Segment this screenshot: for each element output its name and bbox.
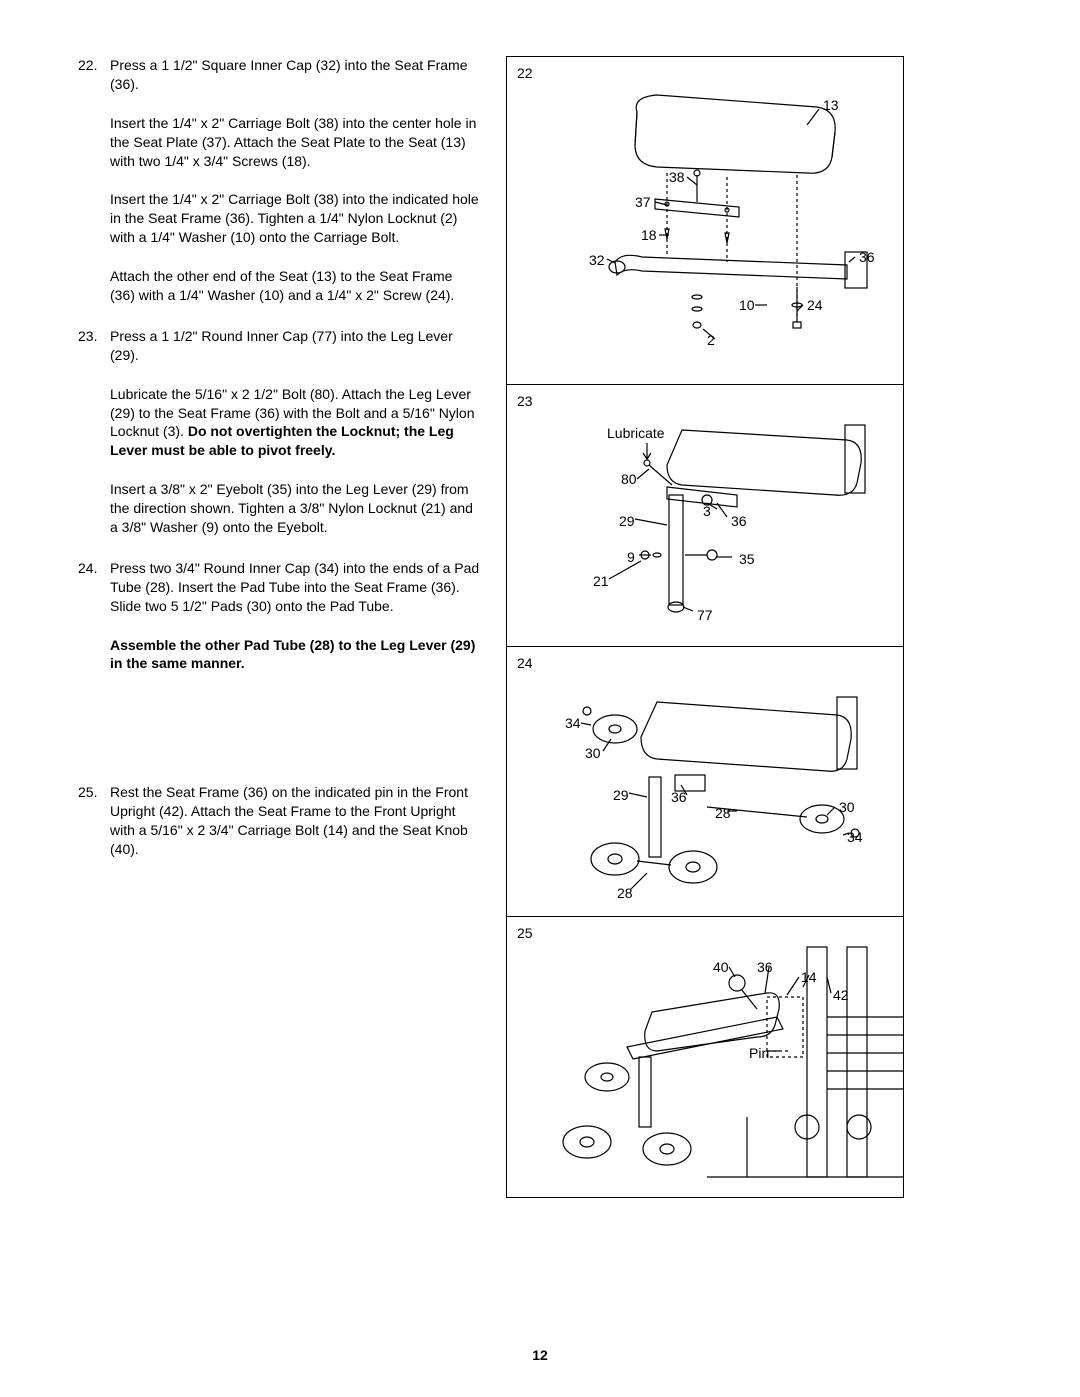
step-number: 23. (78, 327, 110, 537)
diagram-callout: 36 (731, 513, 747, 529)
step-body: Press a 1 1/2" Round Inner Cap (77) into… (110, 327, 480, 537)
diagram-callout: 9 (627, 549, 635, 565)
step-para: Attach the other end of the Seat (13) to… (110, 267, 480, 305)
page-number: 12 (0, 1347, 1080, 1363)
page-layout: 22. Press a 1 1/2" Square Inner Cap (32)… (78, 56, 1002, 1198)
diagram-25-svg (507, 917, 905, 1197)
diagram-callout: 3 (703, 503, 711, 519)
step-number: 22. (78, 56, 110, 305)
diagram-callout: 28 (617, 885, 633, 901)
panel-label: 22 (517, 65, 533, 81)
diagram-callout: Lubricate (607, 425, 665, 441)
diagram-panel-22: 22 (507, 57, 903, 385)
diagram-callout: 35 (739, 551, 755, 567)
diagram-callout: 29 (613, 787, 629, 803)
diagram-callout: 32 (589, 252, 605, 268)
step-body: Rest the Seat Frame (36) on the indicate… (110, 783, 480, 859)
diagram-callout: 18 (641, 227, 657, 243)
step-25: 25. Rest the Seat Frame (36) on the indi… (78, 783, 480, 859)
step-body: Press a 1 1/2" Square Inner Cap (32) int… (110, 56, 480, 305)
step-para: Insert the 1/4" x 2" Carriage Bolt (38) … (110, 114, 480, 171)
diagram-callout: 36 (757, 959, 773, 975)
diagram-22-svg (507, 57, 905, 385)
diagram-callout: 13 (823, 97, 839, 113)
step-22: 22. Press a 1 1/2" Square Inner Cap (32)… (78, 56, 480, 305)
diagram-callout: 42 (833, 987, 849, 1003)
diagram-callout: 34 (847, 829, 863, 845)
diagram-callout: Pin (749, 1045, 769, 1061)
diagram-callout: 80 (621, 471, 637, 487)
diagram-callout: 28 (715, 805, 731, 821)
diagram-callout: 24 (807, 297, 823, 313)
step-para: Insert a 3/8" x 2" Eyebolt (35) into the… (110, 480, 480, 537)
diagram-callout: 36 (671, 789, 687, 805)
diagram-panel-24: 24 (507, 647, 903, 917)
step-number: 24. (78, 559, 110, 673)
diagram-callout: 36 (859, 249, 875, 265)
step-23: 23. Press a 1 1/2" Round Inner Cap (77) … (78, 327, 480, 537)
instructions-column: 22. Press a 1 1/2" Square Inner Cap (32)… (78, 56, 488, 1198)
diagram-callout: 30 (839, 799, 855, 815)
step-24: 24. Press two 3/4" Round Inner Cap (34) … (78, 559, 480, 673)
diagram-callout: 2 (707, 332, 715, 348)
step-para: Insert the 1/4" x 2" Carriage Bolt (38) … (110, 190, 480, 247)
diagram-callout: 40 (713, 959, 729, 975)
panel-label: 25 (517, 925, 533, 941)
diagram-callout: 14 (801, 969, 817, 985)
diagram-callout: 30 (585, 745, 601, 761)
diagram-column: 22 (506, 56, 904, 1198)
step-body: Press two 3/4" Round Inner Cap (34) into… (110, 559, 480, 673)
diagram-callout: 21 (593, 573, 609, 589)
step-number: 25. (78, 783, 110, 859)
diagram-panel-25: 25 (507, 917, 903, 1197)
diagram-callout: 34 (565, 715, 581, 731)
panel-label: 24 (517, 655, 533, 671)
step-para: Press a 1 1/2" Square Inner Cap (32) int… (110, 56, 480, 94)
diagram-callout: 38 (669, 169, 685, 185)
diagram-panel-23: 23 (507, 385, 903, 647)
panel-label: 23 (517, 393, 533, 409)
diagram-callout: 10 (739, 297, 755, 313)
step-para: Lubricate the 5/16" x 2 1/2" Bolt (80). … (110, 385, 480, 461)
diagram-callout: 77 (697, 607, 713, 623)
step-para: Assemble the other Pad Tube (28) to the … (110, 636, 480, 674)
diagram-callout: 29 (619, 513, 635, 529)
diagram-callout: 37 (635, 194, 651, 210)
step-para: Press two 3/4" Round Inner Cap (34) into… (110, 559, 480, 616)
diagram-24-svg (507, 647, 905, 917)
step-para: Press a 1 1/2" Round Inner Cap (77) into… (110, 327, 480, 365)
step-para: Rest the Seat Frame (36) on the indicate… (110, 783, 480, 859)
